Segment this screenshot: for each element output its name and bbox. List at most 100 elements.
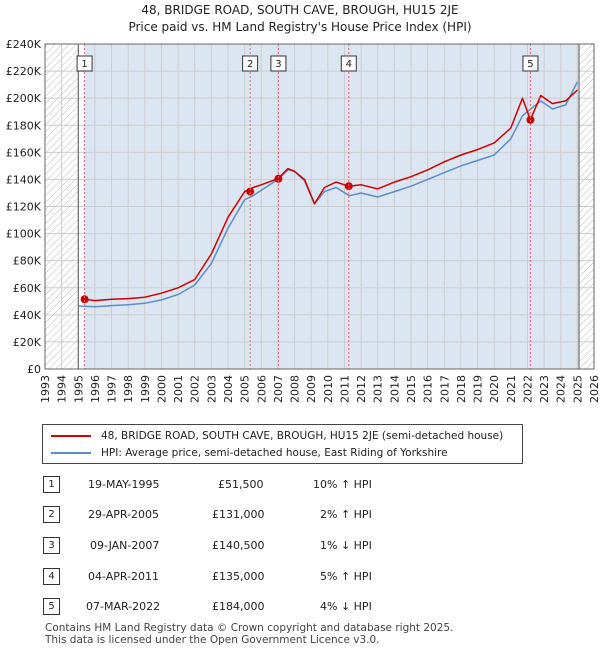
x-tick-label: 2002 [189,375,202,403]
sale-marker-box [242,55,259,72]
x-tick-label: 2014 [388,375,401,403]
sale-price: £131,000 [212,508,265,521]
footer-licence: This data is licensed under the Open Gov… [45,634,380,646]
x-tick-label: 2007 [272,375,285,403]
sale-hpi-diff: 10% ↑ HPI [313,478,372,491]
hpi-line [78,81,579,308]
x-tick-label: 2005 [239,375,252,403]
sale-row: 5 07-MAR-2022 £184,000 4% ↓ HPI [0,598,600,616]
x-tick-label: 2018 [455,375,468,403]
sale-date: 09-JAN-2007 [90,539,160,552]
y-tick-label: £200K [6,92,42,105]
x-tick-label: 2010 [322,375,335,403]
x-tick-label: 2020 [488,375,501,403]
footer-copyright: Contains HM Land Registry data © Crown c… [45,622,454,634]
sale-hpi-diff: 4% ↓ HPI [320,600,372,613]
legend-swatch-property [51,435,91,437]
sale-date: 29-APR-2005 [88,508,160,521]
x-tick-label: 2021 [505,375,518,403]
sale-point [80,295,89,304]
x-tick-label: 2001 [172,375,185,403]
x-tick-label: 2004 [222,375,235,403]
y-tick-label: £20K [13,336,42,349]
sale-price: £140,500 [212,539,265,552]
x-tick-label: 1995 [72,375,85,403]
price-chart: 1 2 3 4 5 £0 £20K £40K £60K £80K £100K £120K £140K £… [6,38,600,403]
x-tick-label: 2003 [205,375,218,403]
sale-marker-label: 4 [346,59,352,70]
sale-marker-box [340,55,357,72]
property-price-line [84,89,578,302]
x-tick-label: 1997 [106,375,119,403]
sale-hpi-diff: 2% ↑ HPI [320,508,372,521]
y-tick-label: £180K [6,119,42,132]
x-tick-label: 2019 [472,375,485,403]
sale-row: 1 19-MAY-1995 £51,500 10% ↑ HPI [0,476,600,494]
x-tick-label: 1994 [56,375,69,403]
x-tick-label: 2022 [521,375,534,403]
legend-label-hpi: HPI: Average price, semi-detached house,… [101,447,448,459]
sale-number: 2 [43,506,60,523]
x-tick-label: 2024 [555,375,568,403]
sale-marker-box [76,55,93,72]
chart-title: 48, BRIDGE ROAD, SOUTH CAVE, BROUGH, HU1… [141,3,459,17]
x-tick-label: 2006 [255,375,268,403]
x-tick-label: 2008 [289,375,302,403]
sale-number: 3 [43,537,60,554]
sale-row: 4 04-APR-2011 £135,000 5% ↑ HPI [0,568,600,586]
legend-label-property: 48, BRIDGE ROAD, SOUTH CAVE, BROUGH, HU1… [101,430,504,442]
sale-point [526,115,535,124]
sale-price: £184,000 [212,600,265,613]
legend: 48, BRIDGE ROAD, SOUTH CAVE, BROUGH, HU1… [42,424,523,464]
y-tick-label: £60K [13,282,42,295]
sale-row: 2 29-APR-2005 £131,000 2% ↑ HPI [0,506,600,524]
y-tick-label: £100K [6,228,42,241]
x-tick-label: 2023 [538,375,551,403]
y-tick-label: £80K [13,255,42,268]
x-tick-label: 2013 [372,375,385,403]
x-tick-label: 2017 [438,375,451,403]
chart-subtitle: Price paid vs. HM Land Registry's House … [128,20,472,34]
x-tick-label: 2015 [405,375,418,403]
y-tick-label: £40K [13,309,42,322]
x-tick-label: 1999 [139,375,152,403]
sale-hpi-diff: 1% ↓ HPI [320,539,372,552]
sale-marker-box [522,55,539,72]
sale-marker-label: 5 [527,59,533,70]
y-tick-label: £140K [6,173,42,186]
y-tick-label: £160K [6,146,42,159]
legend-swatch-hpi [51,452,91,454]
y-tick-label: £120K [6,201,42,214]
sale-marker-label: 1 [81,59,87,70]
x-tick-label: 2016 [422,375,435,403]
y-tick-label: £220K [6,65,42,78]
sale-price: £135,000 [212,570,265,583]
x-tick-label: 1998 [122,375,135,403]
sale-hpi-diff: 5% ↑ HPI [320,570,372,583]
sale-point [344,182,353,191]
sale-date: 19-MAY-1995 [88,478,160,491]
sale-point [246,187,255,196]
sale-number: 1 [43,476,60,493]
x-tick-label: 2009 [305,375,318,403]
legend-item-property: 48, BRIDGE ROAD, SOUTH CAVE, BROUGH, HU1… [51,428,503,444]
x-tick-label: 2000 [155,375,168,403]
sale-point [274,174,283,183]
sale-marker-box [270,55,287,72]
x-tick-label: 2012 [355,375,368,403]
y-tick-label: £240K [6,38,42,51]
sale-number: 5 [43,598,60,615]
plot-border [44,43,595,370]
x-tick-label: 1996 [89,375,102,403]
legend-item-hpi: HPI: Average price, semi-detached house,… [51,445,448,461]
sale-price: £51,500 [218,478,264,491]
sale-date: 04-APR-2011 [88,570,160,583]
x-tick-label: 2026 [588,375,600,403]
sale-row: 3 09-JAN-2007 £140,500 1% ↓ HPI [0,537,600,555]
x-tick-label: 1993 [39,375,52,403]
sale-date: 07-MAR-2022 [86,600,161,613]
sale-marker-label: 3 [275,59,281,70]
sale-number: 4 [43,568,60,585]
x-tick-label: 2011 [338,375,351,403]
y-tick-label: £0 [27,363,41,376]
